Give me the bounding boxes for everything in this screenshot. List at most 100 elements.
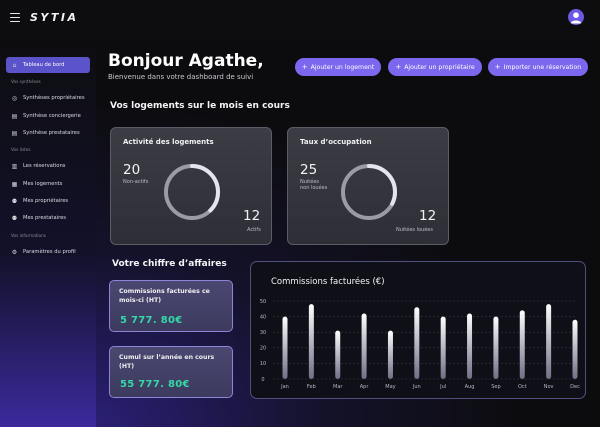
sidebar-section-lists: Vos listes (11, 147, 31, 152)
sidebar-section-info: Vos informations (11, 233, 46, 238)
bar-jan (282, 316, 288, 379)
monthly-commission-title: Commissions facturées ce mois-ci (HT) (119, 288, 210, 304)
page-title: Bonjour Agathe, (108, 51, 264, 71)
import-reservation-label: Importer une réservation (503, 63, 582, 71)
activity-donut (164, 164, 220, 220)
sidebar-item-reservations[interactable]: ▥ Les réservations (6, 158, 90, 174)
sidebar: ⌂ Tableau de bord Vos synthèses ◎ Synthè… (0, 46, 96, 427)
y-tick-label: 0 (261, 377, 264, 383)
x-tick-label: Jul (439, 384, 446, 390)
bar-jun (414, 307, 420, 379)
avatar[interactable] (568, 9, 584, 25)
sidebar-item-tableau-de-bord[interactable]: ⌂ Tableau de bord (6, 57, 90, 73)
commissions-chart-card: Commissions facturées (€) 0 10 20 30 40 50 Jan… (250, 261, 586, 399)
y-tick-label: 20 (260, 346, 266, 352)
x-tick-label: May (385, 384, 395, 390)
sidebar-item-label: Paramètres du profil (23, 249, 76, 255)
booked-count: 12 (419, 208, 437, 224)
bar-aug (467, 313, 473, 379)
inactive-label: Non-actifs (123, 179, 149, 185)
people-icon: ⚉ (11, 197, 18, 205)
commissions-chart: 0 10 20 30 40 50 Jan Feb Mar Apr May Jun Jul Aug Sep Oc… (260, 299, 580, 390)
active-label: Actifs (247, 227, 261, 233)
bar-dec (572, 319, 578, 379)
x-tick-label: Sep (491, 384, 500, 390)
occupation-card: Taux d’occupation 25 Nuitées non louées … (287, 127, 449, 245)
chart-title: Commissions facturées (€) (271, 277, 385, 287)
chat-icon: ◎ (11, 94, 18, 102)
add-proprietaire-label: Ajouter un propriétaire (404, 63, 475, 71)
revenue-section-title: Votre chiffre d’affaires (112, 259, 227, 269)
plus-icon: + (301, 63, 308, 71)
x-tick-label: Jun (412, 384, 421, 390)
activity-card: Activité des logements 20 Non-actifs 12 … (110, 127, 272, 245)
x-tick-label: Jan (280, 384, 289, 390)
sidebar-section-syntheses: Vos synthèses (11, 79, 41, 84)
x-tick-label: Oct (518, 384, 527, 390)
user-icon (570, 12, 582, 24)
import-reservation-button[interactable]: + Importer une réservation (488, 58, 588, 76)
sidebar-item-label: Mes logements (23, 181, 63, 187)
sidebar-item-synthese-prestataires[interactable]: ▤ Synthèse prestataires (6, 125, 90, 141)
sidebar-item-label: Mes prestataires (23, 215, 67, 221)
sidebar-item-label: Synthèse conciergerie (23, 113, 81, 119)
donut-booked-arc (341, 164, 397, 220)
yearly-commission-card: Cumul sur l’année en cours (HT) 55 777. … (109, 346, 233, 398)
sidebar-item-logements[interactable]: ▦ Mes logements (6, 176, 90, 192)
plus-icon: + (395, 63, 402, 71)
yearly-commission-title: Cumul sur l’année en cours (HT) (119, 354, 215, 370)
x-tick-label: Nov (544, 384, 554, 390)
x-tick-label: Aug (465, 384, 475, 390)
unbooked-count: 25 (300, 162, 318, 178)
y-tick-label: 10 (260, 361, 266, 367)
sidebar-item-proprietaires[interactable]: ⚉ Mes propriétaires (6, 193, 90, 209)
unbooked-label-2: non louées (300, 185, 328, 191)
document-icon: ▤ (11, 129, 18, 137)
page-subtitle: Bienvenue dans votre dashboard de suivi (108, 73, 254, 81)
sidebar-item-synthese-conciergerie[interactable]: ▤ Synthèse conciergerie (6, 108, 90, 124)
sidebar-item-label: Synthèse prestataires (23, 130, 80, 136)
add-proprietaire-button[interactable]: + Ajouter un propriétaire (388, 58, 482, 76)
x-tick-label: Dec (570, 384, 580, 390)
unbooked-label-1: Nuitées (300, 179, 320, 185)
gear-icon: ⚙ (11, 248, 18, 256)
y-tick-label: 50 (260, 299, 266, 305)
inactive-count: 20 (123, 162, 141, 178)
sidebar-item-label: Tableau de bord (23, 62, 65, 68)
home-icon: ⌂ (12, 61, 17, 69)
bar-may (387, 330, 393, 379)
bar-nov (546, 304, 552, 379)
logements-section-title: Vos logements sur le mois en cours (110, 101, 290, 111)
activity-card-title: Activité des logements (123, 138, 214, 146)
active-count: 12 (243, 208, 261, 224)
bar-feb (308, 304, 314, 379)
main-content: Bonjour Agathe, Bienvenue dans votre das… (96, 38, 600, 427)
y-tick-label: 30 (260, 330, 266, 336)
bar-apr (361, 313, 367, 379)
add-logement-label: Ajouter un logement (310, 63, 375, 71)
x-tick-label: Apr (360, 384, 370, 390)
sidebar-item-syntheses-proprietaires[interactable]: ◎ Synthèses propriétaires (6, 90, 90, 106)
sidebar-item-label: Les réservations (23, 163, 66, 169)
yearly-commission-value: 55 777. 80€ (120, 379, 190, 390)
sidebar-item-parametres[interactable]: ⚙ Paramètres du profil (6, 244, 90, 260)
plus-icon: + (494, 63, 501, 71)
app-logo: SYTIA (30, 11, 79, 24)
bar-sep (493, 316, 499, 379)
donut-active-arc (164, 164, 220, 220)
bar-mar (335, 330, 341, 379)
add-logement-button[interactable]: + Ajouter un logement (295, 58, 381, 76)
occupation-card-title: Taux d’occupation (300, 138, 372, 146)
top-bar: SYTIA (0, 0, 600, 38)
booked-label: Nuitées louées (396, 227, 433, 233)
menu-icon[interactable] (10, 13, 20, 22)
sidebar-item-label: Mes propriétaires (23, 198, 69, 204)
x-tick-label: Feb (307, 384, 316, 390)
bar-jul (440, 316, 446, 379)
sidebar-item-prestataires[interactable]: ⚉ Mes prestataires (6, 210, 90, 226)
occupation-donut (341, 164, 397, 220)
x-tick-label: Mar (333, 384, 343, 390)
book-icon: ▥ (11, 162, 18, 170)
monthly-commission-value: 5 777. 80€ (120, 315, 183, 326)
people-icon: ⚉ (11, 214, 18, 222)
